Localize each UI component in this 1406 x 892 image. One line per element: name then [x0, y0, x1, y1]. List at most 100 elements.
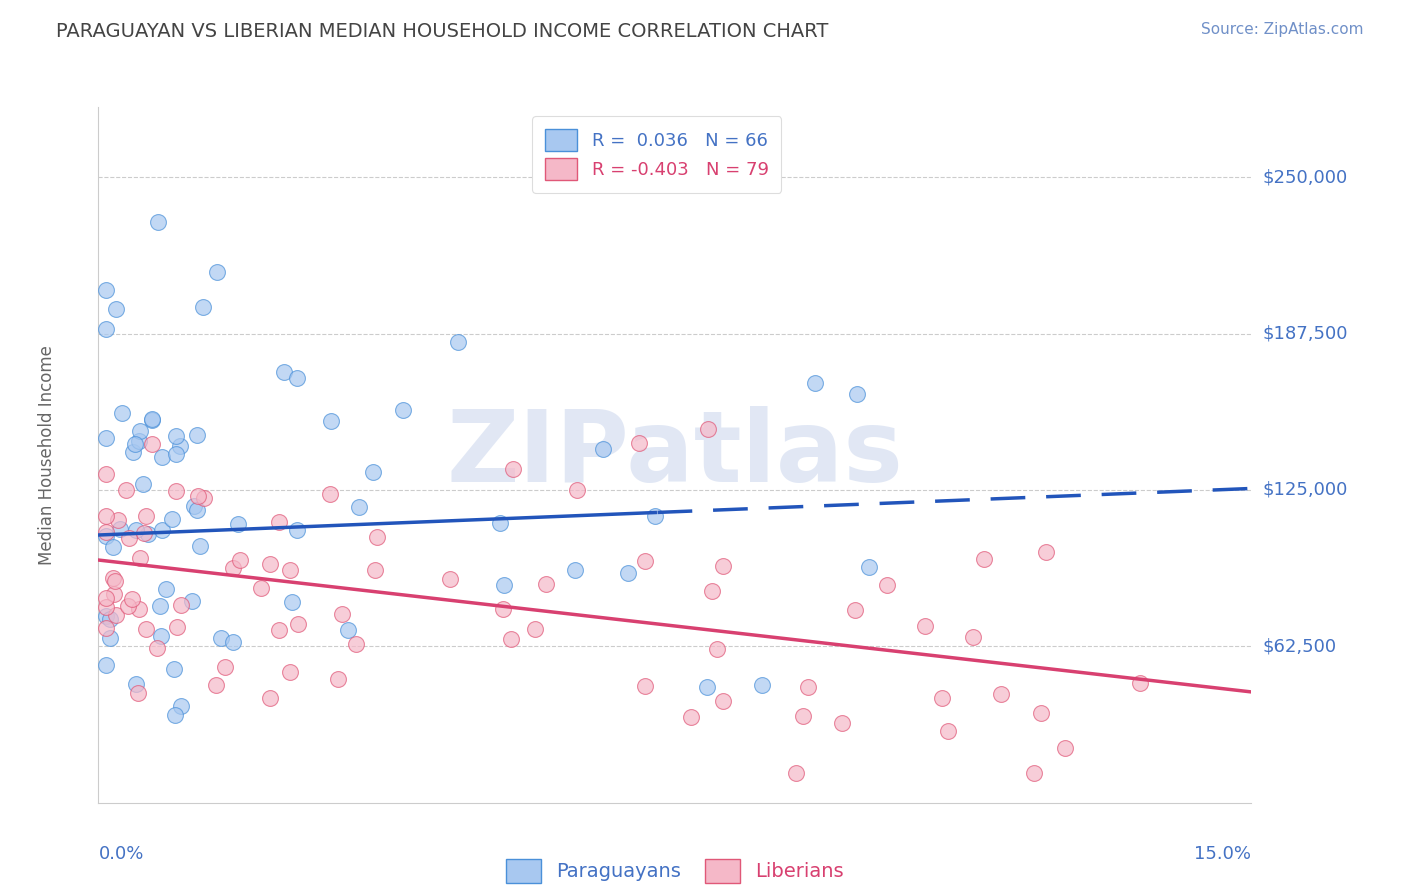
Point: [681, 710, 703, 724]
Point: [146, 641, 169, 656]
Point: [163, 708, 186, 723]
Point: [938, 724, 960, 739]
Point: [702, 583, 724, 598]
Point: [267, 516, 290, 530]
Point: [136, 527, 159, 541]
Point: [634, 553, 657, 567]
Point: [269, 624, 291, 638]
Point: [491, 601, 513, 615]
Point: [128, 424, 150, 438]
Point: [1029, 706, 1052, 720]
Point: [94, 524, 117, 539]
Point: [326, 672, 349, 686]
Point: [128, 602, 150, 616]
Point: [278, 563, 301, 577]
Point: [209, 631, 232, 645]
Point: [696, 680, 718, 694]
Point: [132, 477, 155, 491]
Point: [135, 508, 157, 523]
Point: [634, 679, 657, 693]
Point: [751, 677, 773, 691]
Point: [186, 428, 208, 442]
Point: [125, 523, 148, 537]
Text: ZIPatlas: ZIPatlas: [447, 407, 903, 503]
Point: [165, 429, 187, 443]
Point: [226, 516, 249, 531]
Point: [204, 678, 226, 692]
Point: [149, 599, 172, 613]
Point: [344, 637, 367, 651]
Point: [973, 552, 995, 566]
Point: [488, 516, 510, 530]
Point: [644, 509, 666, 524]
Text: $125,000: $125,000: [1263, 481, 1348, 499]
Point: [534, 577, 557, 591]
Point: [259, 691, 281, 706]
Point: [285, 370, 308, 384]
Point: [117, 599, 139, 614]
Point: [990, 687, 1012, 701]
Point: [170, 599, 193, 613]
Point: [141, 412, 163, 426]
Point: [94, 658, 117, 673]
Point: [94, 284, 117, 298]
Point: [150, 629, 173, 643]
Text: $250,000: $250,000: [1263, 168, 1348, 186]
Point: [250, 581, 273, 595]
Point: [122, 445, 145, 459]
Point: [104, 607, 127, 622]
Point: [101, 541, 124, 555]
Text: $62,500: $62,500: [1263, 638, 1337, 656]
Point: [128, 434, 150, 449]
Point: [366, 530, 388, 544]
Point: [1129, 675, 1152, 690]
Point: [180, 594, 202, 608]
Point: [114, 483, 136, 498]
Point: [616, 566, 638, 581]
Point: [858, 560, 880, 574]
Point: [502, 462, 524, 476]
Point: [876, 578, 898, 592]
Text: PARAGUAYAN VS LIBERIAN MEDIAN HOUSEHOLD INCOME CORRELATION CHART: PARAGUAYAN VS LIBERIAN MEDIAN HOUSEHOLD …: [56, 22, 828, 41]
Point: [501, 632, 523, 646]
Point: [108, 522, 131, 536]
Point: [1022, 765, 1045, 780]
Point: [94, 529, 117, 543]
Point: [187, 489, 209, 503]
Point: [183, 499, 205, 513]
Point: [321, 414, 343, 428]
Point: [150, 450, 173, 464]
Point: [285, 523, 308, 537]
Point: [804, 376, 827, 390]
Point: [104, 574, 127, 589]
Point: [129, 550, 152, 565]
Point: [127, 686, 149, 700]
Point: [567, 483, 589, 497]
Point: [125, 676, 148, 690]
Point: [94, 508, 117, 523]
Point: [94, 591, 117, 605]
Point: [150, 523, 173, 537]
Point: [962, 631, 984, 645]
Point: [186, 503, 208, 517]
Point: [273, 365, 295, 379]
Point: [124, 437, 146, 451]
Point: [121, 591, 143, 606]
Point: [628, 436, 651, 450]
Point: [146, 215, 169, 229]
Point: [94, 609, 117, 624]
Point: [94, 600, 117, 615]
Point: [165, 483, 187, 498]
Point: [785, 765, 807, 780]
Point: [278, 665, 301, 679]
Point: [188, 539, 211, 553]
Point: [711, 558, 734, 573]
Point: [101, 571, 124, 585]
Point: [796, 680, 818, 694]
Point: [98, 632, 121, 646]
Point: [259, 557, 281, 571]
Point: [191, 300, 214, 314]
Point: [1035, 545, 1057, 559]
Point: [160, 512, 183, 526]
Point: [696, 421, 718, 435]
